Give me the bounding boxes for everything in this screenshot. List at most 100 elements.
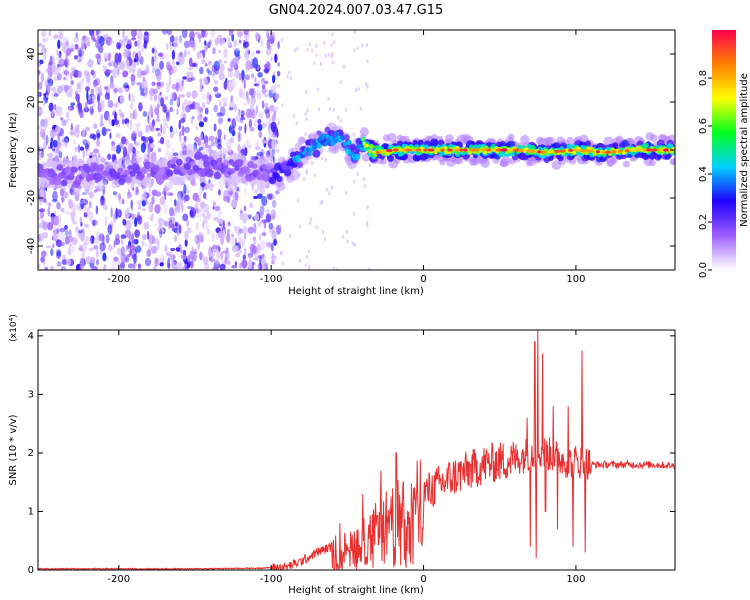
noise-blob xyxy=(132,95,136,103)
noise-blob xyxy=(160,136,165,145)
spectrum-peak xyxy=(573,148,581,152)
noise-blob xyxy=(231,264,238,269)
noise-blob xyxy=(45,266,49,270)
noise-blob xyxy=(54,229,61,239)
noise-blob xyxy=(66,48,72,56)
noise-blob xyxy=(341,234,345,239)
spectrum-peak xyxy=(662,148,670,152)
noise-blob xyxy=(201,58,206,65)
noise-blob xyxy=(269,104,275,112)
spectrum-peak xyxy=(453,148,460,152)
spectrum-peak xyxy=(500,148,508,152)
spectrum-ridge-mark xyxy=(361,137,365,141)
noise-blob xyxy=(228,191,233,196)
spectrum-peak xyxy=(656,148,665,152)
noise-blob xyxy=(109,40,115,45)
noise-blob xyxy=(89,151,94,156)
noise-blob xyxy=(197,113,203,122)
noise-blob xyxy=(115,144,122,154)
noise-blob xyxy=(47,206,50,217)
noise-blob xyxy=(175,36,179,42)
noise-blob xyxy=(272,131,277,139)
spectrum-ridge-mark xyxy=(345,148,351,155)
colorbar-tick-label: 0.6 xyxy=(698,118,709,134)
noise-blob xyxy=(77,100,81,109)
noise-blob xyxy=(122,218,127,226)
noise-blob xyxy=(75,226,79,231)
noise-blob xyxy=(90,88,95,94)
noise-blob xyxy=(212,244,218,250)
noise-blob xyxy=(252,156,259,161)
noise-blob xyxy=(38,70,41,74)
noise-blob xyxy=(41,44,46,55)
noise-blob xyxy=(143,243,149,247)
noise-blob xyxy=(213,123,217,132)
noise-blob xyxy=(38,234,41,243)
noise-blob xyxy=(131,37,136,41)
noise-blob xyxy=(274,53,278,64)
spectrogram-x-tick-label: 100 xyxy=(566,274,585,285)
noise-blob xyxy=(206,68,210,73)
snr-y-tick-label: 3 xyxy=(28,389,34,400)
noise-blob xyxy=(49,265,55,270)
noise-blob xyxy=(330,54,333,59)
noise-blob xyxy=(95,139,101,147)
noise-blob xyxy=(302,177,306,182)
noise-blob xyxy=(67,235,74,243)
noise-blob xyxy=(150,108,154,115)
noise-blob xyxy=(195,125,199,131)
noise-blob xyxy=(100,157,107,163)
noise-blob xyxy=(271,230,277,240)
spectrum-ridge-mark xyxy=(175,158,183,166)
noise-blob xyxy=(126,59,130,70)
noise-blob xyxy=(234,103,237,112)
spectrum-ridge-mark xyxy=(307,151,312,157)
noise-blob xyxy=(257,118,262,124)
noise-blob xyxy=(160,123,163,134)
noise-blob xyxy=(226,139,232,148)
noise-blob xyxy=(79,216,83,223)
noise-blob xyxy=(64,210,70,215)
noise-blob xyxy=(199,186,203,197)
noise-blob xyxy=(218,178,224,189)
noise-blob xyxy=(258,234,262,241)
noise-blob xyxy=(147,111,152,116)
spectrogram-x-label: Height of straight line (km) xyxy=(288,286,424,297)
noise-blob xyxy=(208,93,212,102)
noise-blob xyxy=(203,256,209,265)
noise-blob xyxy=(115,132,121,139)
noise-blob xyxy=(292,114,296,119)
noise-blob xyxy=(182,102,185,112)
noise-blob xyxy=(135,239,139,245)
snr-frame xyxy=(37,329,676,571)
snr-y-label: SNR (10 * v/v) xyxy=(8,414,19,485)
spectrum-ridge-mark xyxy=(97,180,108,190)
noise-blob xyxy=(175,99,180,104)
noise-blob xyxy=(264,263,269,267)
noise-blob xyxy=(107,99,114,108)
noise-blob xyxy=(96,132,101,138)
noise-blob xyxy=(56,250,62,257)
spectrum-ridge-mark xyxy=(433,139,439,145)
noise-blob xyxy=(56,261,62,267)
noise-blob xyxy=(245,60,252,71)
noise-blob xyxy=(216,244,220,251)
spectrum-peak xyxy=(629,148,636,152)
noise-blob xyxy=(201,93,206,101)
noise-blob xyxy=(327,191,331,196)
noise-blob xyxy=(141,44,144,53)
noise-blob xyxy=(197,239,200,250)
noise-blob xyxy=(171,261,178,270)
noise-blob xyxy=(170,247,176,252)
noise-blob xyxy=(86,79,92,87)
noise-blob xyxy=(237,145,240,153)
noise-blob xyxy=(317,87,320,92)
spectrum-ridge-mark xyxy=(222,159,230,166)
noise-blob xyxy=(238,236,242,247)
noise-blob xyxy=(354,87,358,92)
noise-blob xyxy=(122,146,128,158)
noise-blob xyxy=(273,238,277,246)
noise-blob xyxy=(222,250,228,255)
colorbar-tick-label: 0.8 xyxy=(698,70,709,86)
